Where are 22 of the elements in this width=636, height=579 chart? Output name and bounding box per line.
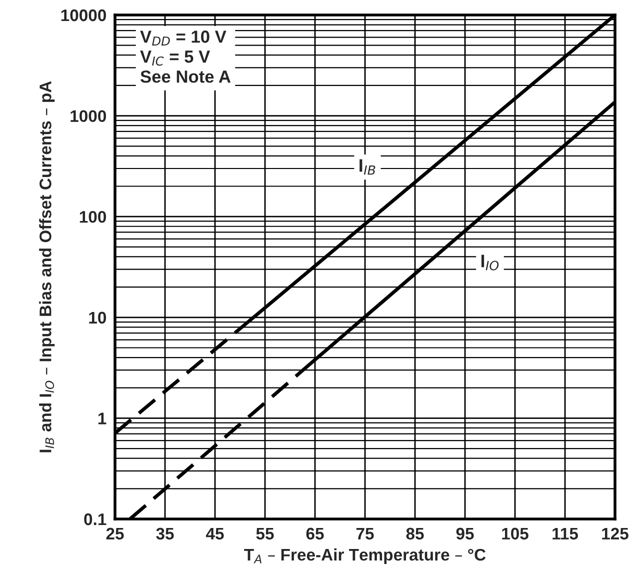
x-tick-label: 125 — [602, 528, 628, 540]
x-tick-label: 95 — [456, 528, 474, 540]
x-tick-label: 55 — [256, 528, 274, 540]
text: V$_{DD}$ = 10 V V$_{IC}$ = 5 V See Note A — [140, 30, 231, 83]
x-tick-label: 25 — [106, 528, 124, 540]
x-tick-label: 115 — [552, 528, 578, 540]
y-axis-title: I$_{IB}$ and I$_{IO}$ – Input Bias and Offset Currents – pA — [39, 81, 55, 452]
y-tick-label: 10000 — [61, 9, 106, 22]
y-tick-label: 1 — [98, 412, 106, 424]
y-tick-label: 1000 — [70, 110, 106, 122]
x-axis-title: T$_{A}$ – Free-Air Temperature – °C — [244, 548, 486, 564]
x-tick-label: 65 — [306, 528, 324, 540]
y-tick-label: 0.1 — [84, 513, 106, 526]
annotation: I$_{IB}$ — [360, 159, 376, 175]
annotation: I$_{IO}$ — [481, 254, 499, 270]
x-tick-label: 85 — [406, 528, 424, 540]
x-tick-label: 75 — [356, 528, 374, 540]
y-tick-label: 100 — [80, 211, 106, 223]
x-tick-label: 35 — [156, 528, 174, 540]
x-tick-label: 45 — [206, 528, 224, 540]
x-tick-label: 105 — [502, 528, 528, 540]
y-tick-label: 10 — [89, 312, 106, 324]
